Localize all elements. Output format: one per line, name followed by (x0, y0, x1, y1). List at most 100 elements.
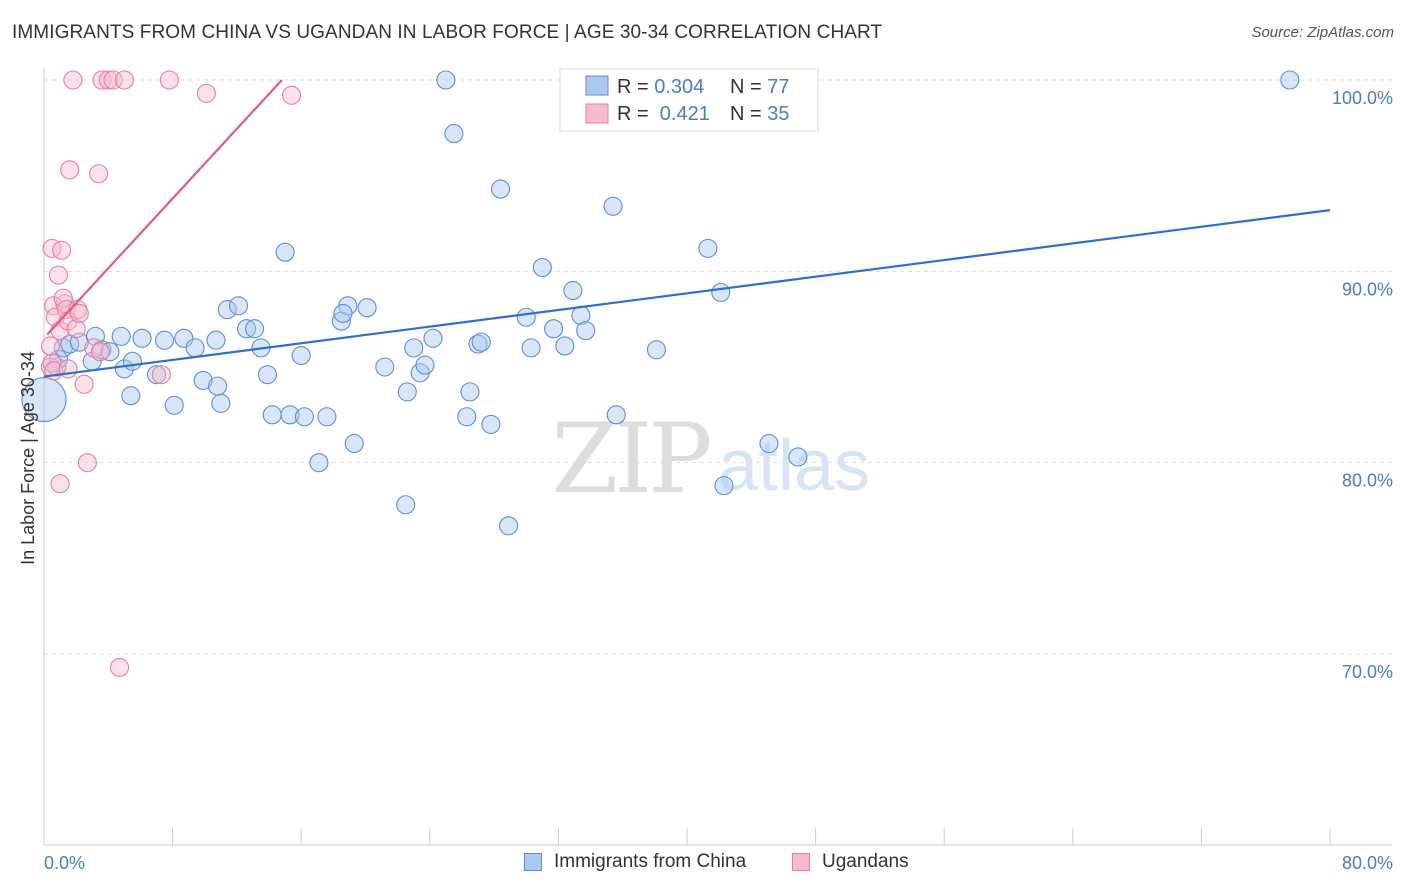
data-point (92, 70, 112, 90)
tick-labels: 100.0% 90.0% 80.0% 70.0% 0.0% 80.0% (44, 88, 1393, 873)
legend-label-ugandans: Ugandans (822, 851, 909, 872)
data-point (375, 357, 395, 377)
watermark-zip: ZIP (551, 403, 710, 515)
data-point (69, 303, 89, 323)
legend-row1: R = 0.304 (617, 76, 704, 98)
data-point (100, 342, 120, 362)
data-point (110, 657, 130, 677)
data-point (114, 70, 134, 90)
data-point (50, 474, 70, 494)
data-point (711, 282, 731, 302)
data-point (111, 326, 131, 346)
data-point (344, 433, 364, 454)
data-point (444, 124, 464, 144)
data-point (42, 238, 62, 258)
data-point (481, 414, 501, 434)
legend-n-label: N = (730, 103, 767, 125)
data-point (66, 319, 86, 339)
data-point (48, 265, 69, 285)
trend-line (43, 209, 1331, 378)
data-point (490, 179, 511, 199)
data-point (397, 382, 417, 402)
legend-r-label: R = (617, 103, 654, 125)
data-point (193, 370, 213, 390)
data-point (499, 516, 519, 536)
legend-swatch-ugandans (585, 103, 609, 124)
data-point (317, 407, 337, 427)
data-point (52, 240, 72, 260)
y-tick-label: 70.0% (1342, 662, 1393, 682)
data-point (98, 70, 118, 90)
legend-swatch-china (524, 853, 542, 871)
legend-r-value: 0.304 (654, 76, 704, 98)
legend-item-ugandans[interactable]: Ugandans (792, 851, 909, 873)
legend-n-label: N = (730, 76, 767, 98)
data-point (415, 355, 435, 375)
data-point (714, 476, 734, 496)
data-point (40, 336, 60, 356)
data-point (53, 288, 73, 308)
data-point (174, 328, 194, 348)
data-point (468, 334, 488, 354)
data-point (159, 70, 179, 90)
data-point (436, 70, 456, 90)
data-point (471, 332, 491, 352)
trend-lines (43, 79, 1331, 378)
data-point (603, 196, 623, 216)
data-point (404, 338, 424, 358)
legend-swatch-china (585, 75, 609, 96)
data-point (257, 365, 277, 385)
data-point (544, 319, 564, 339)
stats-legend: R = 0.304 N = 77 R = 0.421 N = 35 (559, 68, 819, 132)
data-point (606, 405, 626, 425)
data-point (196, 83, 216, 103)
watermark-atlas: atlas (718, 426, 870, 506)
data-point (185, 338, 205, 358)
data-point (262, 405, 282, 425)
data-point (21, 376, 67, 423)
legend-r-label: R = (617, 76, 654, 98)
x-tick-label: 80.0% (1342, 853, 1393, 873)
data-point (555, 336, 575, 356)
bottom-legend: Immigrants from China Ugandans (0, 851, 1406, 879)
data-point (275, 242, 295, 262)
legend-n-value: 77 (767, 76, 789, 98)
data-point (294, 407, 314, 427)
legend-row1-n: N = 77 (730, 76, 790, 98)
legend-row2-n: N = 35 (730, 103, 790, 125)
data-point (576, 321, 596, 341)
legend-row2: R = 0.421 (617, 103, 710, 125)
data-point (132, 328, 152, 348)
data-point (333, 303, 353, 323)
axes (43, 68, 1392, 846)
data-point (236, 319, 257, 339)
data-point (89, 164, 109, 184)
data-point (245, 319, 265, 339)
legend-r-value: 0.421 (654, 103, 710, 125)
data-point (90, 342, 110, 362)
series-ugandans (40, 70, 302, 677)
data-point (164, 395, 184, 415)
y-axis-title: In Labor Force | Age 30-34 (18, 351, 38, 565)
data-point (280, 405, 300, 425)
data-point (563, 280, 583, 301)
data-point (516, 307, 536, 327)
data-point (146, 365, 167, 385)
y-tick-label: 90.0% (1342, 279, 1393, 299)
legend-item-china[interactable]: Immigrants from China (524, 851, 746, 873)
source-label: Source: ZipAtlas.com (1251, 24, 1394, 41)
data-point (423, 328, 443, 348)
data-point (698, 238, 718, 258)
data-point (155, 330, 175, 350)
data-point (759, 433, 779, 454)
data-point (217, 300, 237, 320)
data-point (151, 365, 171, 385)
data-point (1280, 70, 1300, 90)
y-tick-label: 80.0% (1342, 471, 1393, 491)
data-point (228, 296, 249, 316)
data-point (532, 257, 552, 278)
data-point (208, 376, 228, 396)
chart-title: IMMIGRANTS FROM CHINA VS UGANDAN IN LABO… (12, 22, 883, 43)
data-point (63, 70, 83, 90)
data-point (521, 338, 541, 358)
